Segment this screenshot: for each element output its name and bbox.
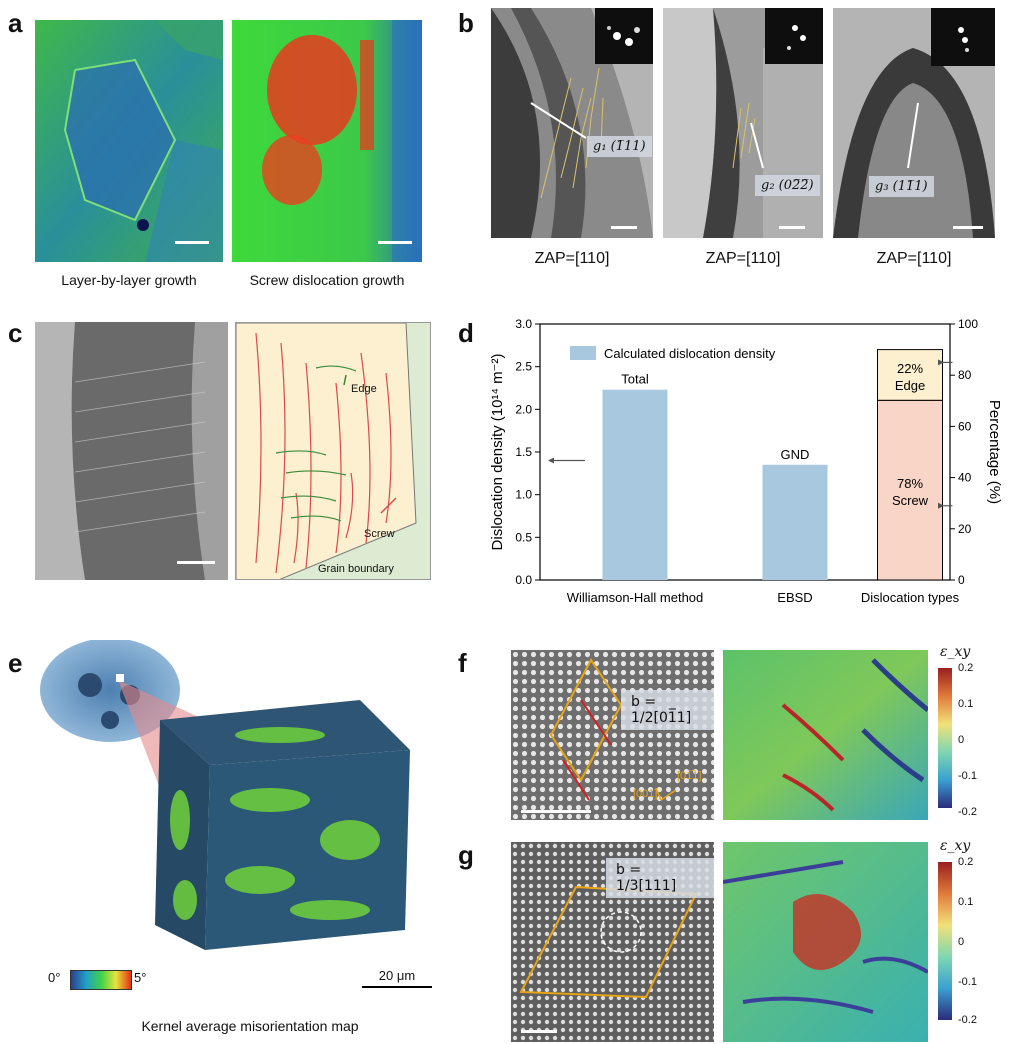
screw-annotation: Screw xyxy=(364,528,395,540)
y-tick-label: 0.0 xyxy=(515,573,532,587)
burgers-vector-g: b = 1/3[111] xyxy=(606,858,714,898)
y-axis-title: Dislocation density (10¹⁴ m⁻²) xyxy=(489,354,506,551)
zap-label: ZAP=[110] xyxy=(705,250,781,267)
hrtem-image-g: b = 1/3[111] xyxy=(511,842,714,1042)
colorbar-title: ε_xy xyxy=(940,838,971,854)
arrow-head xyxy=(548,457,554,464)
segment-name: Screw xyxy=(892,493,929,508)
x-tick-label: Williamson-Hall method xyxy=(567,590,704,605)
bar-label: GND xyxy=(781,447,810,462)
colorbar-tick: 0.2 xyxy=(958,856,974,868)
y-tick-label: 2.0 xyxy=(515,402,532,416)
direction-label: [001] xyxy=(633,788,658,800)
caption-layer-growth: Layer-by-layer growth xyxy=(61,272,197,288)
y2-tick-label: 80 xyxy=(958,368,972,382)
strain-colorbar-g xyxy=(938,862,952,1020)
scale-bar xyxy=(953,226,983,229)
y2-tick-label: 0 xyxy=(958,573,965,587)
colorbar-tick: 0.2 xyxy=(958,662,974,674)
y2-tick-label: 100 xyxy=(958,317,978,331)
zap-label: ZAP=[110] xyxy=(534,250,610,267)
burgers-vector-f: b = 1/2[01̅1] xyxy=(621,690,714,730)
y-tick-label: 0.5 xyxy=(515,530,532,544)
scale-bar xyxy=(611,226,637,229)
y2-axis-title: Percentage (%) xyxy=(986,400,1003,504)
legend-swatch xyxy=(570,346,596,360)
segment-percent: 78% xyxy=(897,476,923,491)
panel-label-g: g xyxy=(458,840,474,870)
diffraction-inset xyxy=(931,8,995,66)
segment-percent: 22% xyxy=(897,361,923,376)
scale-bar xyxy=(521,1030,557,1033)
scale-bar xyxy=(521,810,591,813)
direction-label: [01̅1] xyxy=(677,770,702,782)
edge-annotation: Edge xyxy=(351,383,377,395)
y-tick-label: 1.5 xyxy=(515,445,532,459)
scale-bar xyxy=(177,561,215,564)
diffraction-inset xyxy=(595,8,653,64)
panel-label-a: a xyxy=(8,8,23,38)
g-vector-label: g₃ (11̅1) xyxy=(869,176,934,197)
caption-kam: Kernel average misorientation map xyxy=(141,1018,359,1034)
arrow-head xyxy=(938,359,944,366)
bar-total xyxy=(602,389,668,580)
colorbar-tick: -0.2 xyxy=(958,1014,977,1026)
colorbar-tick: 0.1 xyxy=(958,896,974,908)
panel-label-e: e xyxy=(8,648,23,678)
tem-image-b3: g₃ (11̅1) xyxy=(833,8,995,238)
tem-image-b2: g₂ (02̅2̅) xyxy=(663,8,823,238)
scale-bar xyxy=(175,241,209,244)
grain-boundary-annotation: Grain boundary xyxy=(318,563,394,575)
dislocation-density-chart: 0.0 0.5 1.0 1.5 2.0 2.5 3.0 0 20 40 60 80 100 Disloca… xyxy=(489,317,1003,605)
legend-label: Calculated dislocation density xyxy=(604,346,776,361)
g-vector-label: g₁ (1̅11) xyxy=(587,136,652,157)
y-tick-label: 2.5 xyxy=(515,360,532,374)
colorbar-tick: -0.1 xyxy=(958,770,977,782)
bar-gnd xyxy=(762,464,828,580)
segment-name: Edge xyxy=(895,378,925,393)
y2-tick-label: 40 xyxy=(958,471,972,485)
colorbar-tick: 0 xyxy=(958,936,965,948)
panel-label-b: b xyxy=(458,8,474,38)
strain-map-f xyxy=(723,650,928,820)
diffraction-inset xyxy=(765,8,823,64)
colorbar-tick: -0.1 xyxy=(958,976,977,988)
scale-bar xyxy=(378,241,412,244)
stacked-segment-screw xyxy=(877,399,943,581)
screw-growth-map xyxy=(232,20,422,262)
y2-tick-label: 20 xyxy=(958,522,972,536)
colorbar-tick: 0 xyxy=(958,734,965,746)
y-tick-label: 3.0 xyxy=(515,317,532,331)
y2-tick-label: 60 xyxy=(958,419,972,433)
stacked-segment-edge xyxy=(877,349,943,401)
sem-image-c xyxy=(35,322,228,580)
dislocation-schematic: Edge Screw Grain boundary xyxy=(235,322,431,580)
scale-text: 20 μm xyxy=(378,968,416,983)
layer-growth-map xyxy=(35,20,223,262)
colorbar-tick: -0.2 xyxy=(958,806,977,818)
bar-label: Total xyxy=(621,372,649,387)
colorbar-tick: 0.1 xyxy=(958,698,974,710)
arrow-head xyxy=(938,502,944,509)
strain-map-g xyxy=(723,842,928,1042)
panel-label-f: f xyxy=(458,648,467,678)
g-vector-label: g₂ (02̅2̅) xyxy=(755,175,820,196)
panel-label-d: d xyxy=(458,318,474,348)
kam-map-cube xyxy=(30,640,450,970)
tem-image-b1: g₁ (1̅11) xyxy=(491,8,653,238)
colorbar xyxy=(70,970,132,990)
scale-bar xyxy=(779,226,805,229)
colorbar-title: ε_xy xyxy=(940,644,971,660)
scale-bar xyxy=(362,986,432,988)
caption-screw-growth: Screw dislocation growth xyxy=(249,272,405,288)
strain-colorbar-f xyxy=(938,668,952,808)
colorbar-min: 0° xyxy=(48,970,61,985)
hrtem-image-f: b = 1/2[01̅1] [01̅1] [001] xyxy=(511,650,714,820)
colorbar-max: 5° xyxy=(134,970,147,985)
x-tick-label: Dislocation types xyxy=(861,590,960,605)
x-tick-label: EBSD xyxy=(777,590,812,605)
zap-label: ZAP=[110] xyxy=(876,250,952,267)
panel-label-c: c xyxy=(8,318,23,348)
y-tick-label: 1.0 xyxy=(515,488,532,502)
